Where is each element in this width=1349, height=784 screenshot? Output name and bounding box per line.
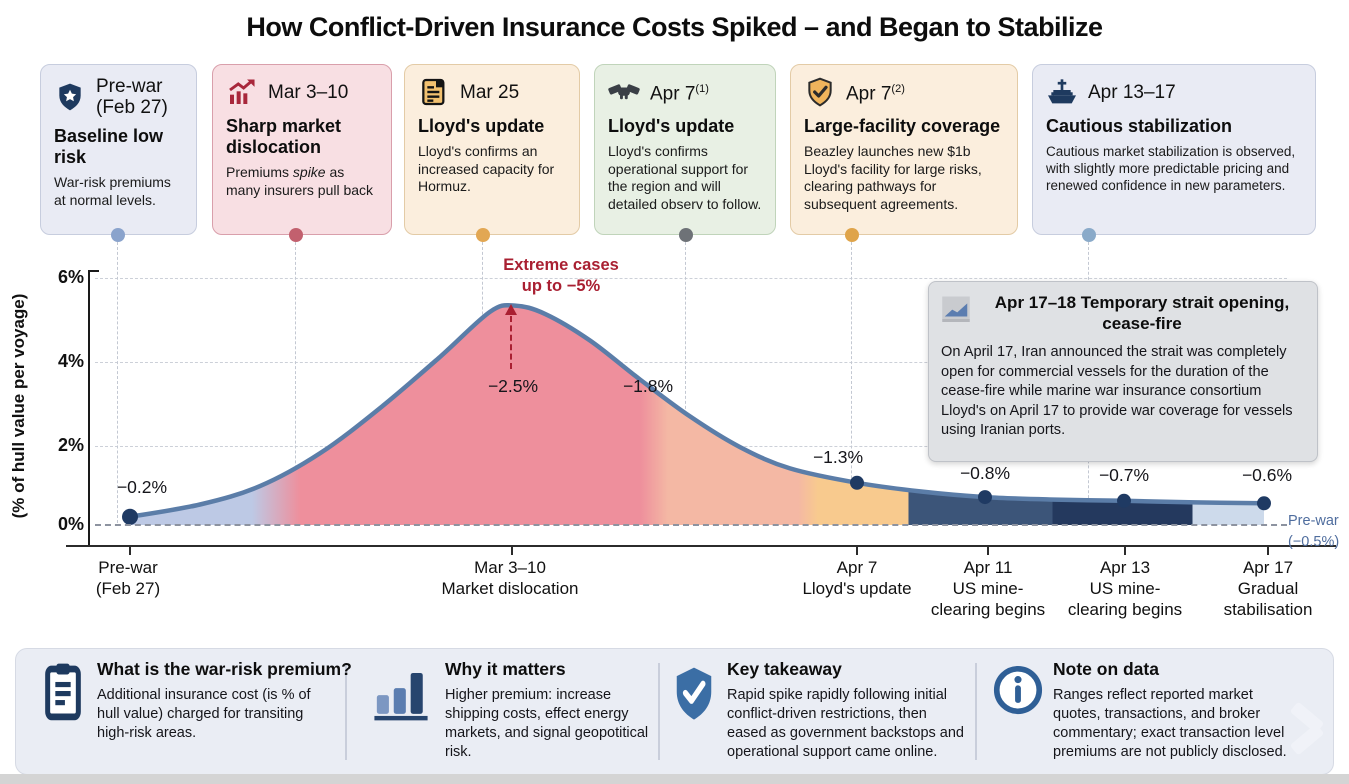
mini-chart-icon xyxy=(941,294,971,324)
info-body-why: Higher premium: increase shipping costs,… xyxy=(445,687,649,760)
footer-strip xyxy=(0,774,1349,784)
y-tick-4: 4% xyxy=(57,351,84,371)
info-bar xyxy=(15,648,1334,775)
card-body: Cautious market stabilization is observe… xyxy=(1046,144,1296,193)
timeline-connector-line xyxy=(851,242,852,523)
card-body: Lloyd's confirms operational support for… xyxy=(608,143,762,212)
x-tick xyxy=(1267,547,1269,555)
x-label-prewar: Pre-war (Feb 27) xyxy=(95,558,161,598)
handshake-icon xyxy=(608,76,640,108)
card-heading: Sharp market dislocation xyxy=(226,116,342,157)
annotation-start: −0.2% xyxy=(116,477,168,497)
callout-apr17-18: Apr 17–18 Temporary strait opening, cease… xyxy=(928,281,1318,462)
card-date: Apr 13–17 xyxy=(1088,81,1176,103)
info-body-note: Ranges reflect reported market quotes, t… xyxy=(1053,687,1287,760)
info-body-premium: Additional insurance cost (is % of hull … xyxy=(97,687,311,741)
page-title: How Conflict-Driven Insurance Costs Spik… xyxy=(246,12,1103,42)
x-label-apr7: Apr 7 Lloyd's update xyxy=(802,558,912,598)
shield-check-icon xyxy=(671,664,717,722)
x-tick xyxy=(511,547,513,555)
timeline-card-apr13-17: Apr 13–17 Cautious stabilization Cautiou… xyxy=(1032,64,1316,235)
info-icon xyxy=(993,665,1043,715)
gridline-6pct xyxy=(95,278,1287,279)
x-label-apr17: Apr 17 Gradual stabilisation xyxy=(1223,558,1313,619)
card-body: Lloyd's confirms an increased capacity f… xyxy=(418,143,555,194)
card-date: Mar 3–10 xyxy=(268,81,349,103)
annotation-typical-peak: −2.5% xyxy=(487,376,539,396)
y-tick-0: 0% xyxy=(57,514,84,534)
card-heading: Lloyd's update xyxy=(608,116,735,136)
x-tick xyxy=(856,547,858,555)
y-tick-6: 6% xyxy=(57,267,84,287)
x-tick xyxy=(129,547,131,555)
timeline-dot xyxy=(679,228,693,242)
timeline-dot xyxy=(845,228,859,242)
chevron-right-icon[interactable] xyxy=(1282,695,1328,765)
divider xyxy=(658,663,660,760)
card-date: Pre-war (Feb 27) xyxy=(96,76,168,118)
timeline-card-prewar: Pre-war (Feb 27) Baseline low risk War-ri… xyxy=(40,64,197,235)
y-axis-label: (% of hull value per voyage) xyxy=(9,293,28,519)
timeline-dot xyxy=(111,228,125,242)
x-label-mar3-10: Mar 3–10 Market dislocation xyxy=(441,558,579,598)
card-body: Premiums spike as many insurers pull bac… xyxy=(226,164,374,198)
ship-icon xyxy=(1046,76,1078,108)
annotation-apr13: −0.7% xyxy=(1098,465,1150,485)
x-label-apr11: Apr 11 US mine-clearing begins xyxy=(930,558,1046,619)
card-body: Beazley launches new $1b Lloyd's facilit… xyxy=(804,143,982,212)
prewar-baseline-dashed xyxy=(95,524,1287,526)
document-icon xyxy=(418,76,450,108)
info-body-takeaway: Rapid spike rapidly following initial co… xyxy=(727,687,964,760)
clipboard-icon xyxy=(40,660,86,722)
info-title-why: Why it matters xyxy=(445,659,566,679)
baseline-label: Pre-war (−0.5%) xyxy=(1288,513,1340,550)
info-title-premium: What is the war-risk premium? xyxy=(97,659,352,679)
timeline-dot xyxy=(1082,228,1096,242)
x-label-apr13: Apr 13 US mine-clearing begins xyxy=(1067,558,1183,619)
divider xyxy=(975,663,977,760)
annotation-easing: −1.8% xyxy=(622,376,674,396)
y-axis-line xyxy=(88,270,90,546)
timeline-card-apr7-1: Apr 7(1) Lloyd's update Lloyd's confirms… xyxy=(594,64,776,235)
callout-body: On April 17, Iran announced the strait w… xyxy=(941,344,1293,438)
x-axis-line xyxy=(66,545,1336,547)
market-spike-icon xyxy=(226,76,258,108)
annotation-extreme-cases: Extreme cases up to −5% xyxy=(503,256,619,295)
card-date: Apr 7(2) xyxy=(846,83,905,105)
timeline-card-apr7-2: Apr 7(2) Large-facility coverage Beazley… xyxy=(790,64,1018,235)
y-axis-cap xyxy=(88,270,99,272)
divider xyxy=(345,663,347,760)
timeline-card-mar25: Mar 25 Lloyd's update Lloyd's confirms a… xyxy=(404,64,580,235)
extreme-arrow-icon xyxy=(505,304,517,315)
annotation-apr17: −0.6% xyxy=(1241,465,1293,485)
shield-star-icon xyxy=(54,81,86,113)
info-title-note: Note on data xyxy=(1053,659,1159,679)
timeline-dot xyxy=(476,228,490,242)
card-date: Apr 7(1) xyxy=(650,83,709,105)
timeline-card-mar3-10: Mar 3–10 Sharp market dislocation Premiu… xyxy=(212,64,392,235)
x-tick xyxy=(987,547,989,555)
timeline-connector-line xyxy=(295,242,296,523)
card-heading: Large-facility coverage xyxy=(804,116,1001,136)
timeline-dot xyxy=(289,228,303,242)
y-tick-2: 2% xyxy=(57,435,84,455)
info-title-takeaway: Key takeaway xyxy=(727,659,842,679)
shield-check-icon xyxy=(804,76,836,108)
bar-chart-icon xyxy=(372,666,430,722)
card-heading: Cautious stabilization xyxy=(1046,116,1233,136)
annotation-apr11: −0.8% xyxy=(959,463,1011,483)
card-heading: Baseline low risk xyxy=(54,126,164,167)
callout-title: Apr 17–18 Temporary strait opening, cease… xyxy=(994,293,1290,333)
timeline-connector-line xyxy=(117,242,118,523)
extreme-arrow-line xyxy=(510,316,512,369)
card-heading: Lloyd's update xyxy=(418,116,545,136)
x-tick xyxy=(1124,547,1126,555)
card-body: War-risk premiums at normal levels. xyxy=(54,174,171,208)
card-date: Mar 25 xyxy=(460,81,520,103)
annotation-apr7: −1.3% xyxy=(812,447,864,467)
